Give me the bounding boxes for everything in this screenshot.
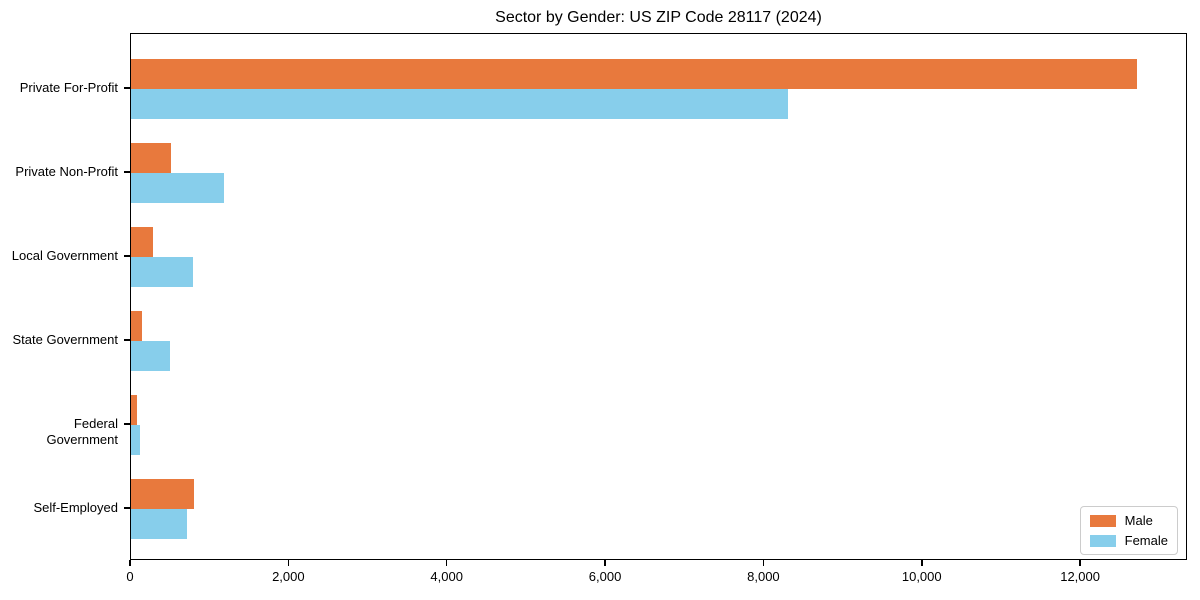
x-tick-12-000 (1079, 560, 1081, 566)
bar-group-private-non-profit (131, 143, 1186, 203)
bar-group-federal-government (131, 395, 1186, 455)
bar-female-self-employed (131, 509, 188, 539)
x-tick-8-000 (762, 560, 765, 566)
bar-male-private-for-profit (131, 59, 1137, 89)
bar-female-state-government (131, 341, 170, 371)
bar-female-private-non-profit (131, 173, 225, 203)
bar-female-federal-government (131, 425, 140, 455)
legend-swatch-female (1089, 534, 1116, 547)
bar-female-local-government (131, 257, 193, 287)
y-tick-federal-government (124, 423, 130, 425)
y-tick-label-private-non-profit: Private Non-Profit (15, 164, 118, 179)
legend-item-female: Female (1089, 533, 1168, 548)
x-tick-0 (129, 560, 131, 566)
x-tick-label-0: 0 (126, 569, 134, 584)
x-tick-label-2-000: 2,000 (272, 569, 305, 584)
y-tick-local-government (124, 255, 130, 257)
x-tick-4-000 (445, 560, 448, 566)
legend-item-male: Male (1089, 513, 1168, 528)
x-tick-label-6-000: 6,000 (588, 569, 622, 584)
bar-group-private-for-profit (131, 59, 1186, 119)
bar-group-state-government (131, 311, 1186, 371)
bar-male-private-non-profit (131, 143, 172, 173)
bar-male-federal-government (131, 395, 137, 425)
x-tick-label-10-000: 10,000 (901, 569, 942, 584)
bar-male-self-employed (131, 479, 195, 509)
x-tick-10-000 (920, 560, 923, 566)
bar-female-private-for-profit (131, 89, 789, 119)
bar-group-local-government (131, 227, 1186, 287)
y-tick-label-local-government: Local Government (11, 248, 118, 263)
y-tick-label-state-government: State Government (12, 332, 119, 347)
x-tick-label-4-000: 4,000 (430, 569, 463, 584)
plot-area: Male Female (130, 33, 1187, 560)
legend: Male Female (1079, 506, 1178, 555)
y-tick-self-employed (124, 507, 130, 509)
x-tick-2-000 (287, 560, 290, 566)
x-tick-label-8-000: 8,000 (747, 569, 780, 584)
y-tick-state-government (124, 339, 130, 341)
legend-swatch-male (1089, 514, 1116, 527)
x-tick-label-12-000: 12,000 (1060, 569, 1100, 584)
y-tick-label-self-employed: Self-Employed (33, 500, 118, 515)
bar-male-local-government (131, 227, 154, 257)
bar-group-self-employed (131, 479, 1186, 539)
x-tick-6-000 (604, 560, 606, 566)
y-tick-label-federal-government: Federal Government (46, 416, 118, 447)
y-tick-private-non-profit (124, 171, 130, 173)
legend-label-female: Female (1124, 533, 1168, 548)
y-tick-label-private-for-profit: Private For-Profit (19, 80, 118, 95)
y-tick-private-for-profit (124, 87, 130, 89)
chart-title: Sector by Gender: US ZIP Code 28117 (202… (495, 9, 822, 26)
legend-label-male: Male (1124, 513, 1153, 528)
bar-male-state-government (131, 311, 143, 341)
